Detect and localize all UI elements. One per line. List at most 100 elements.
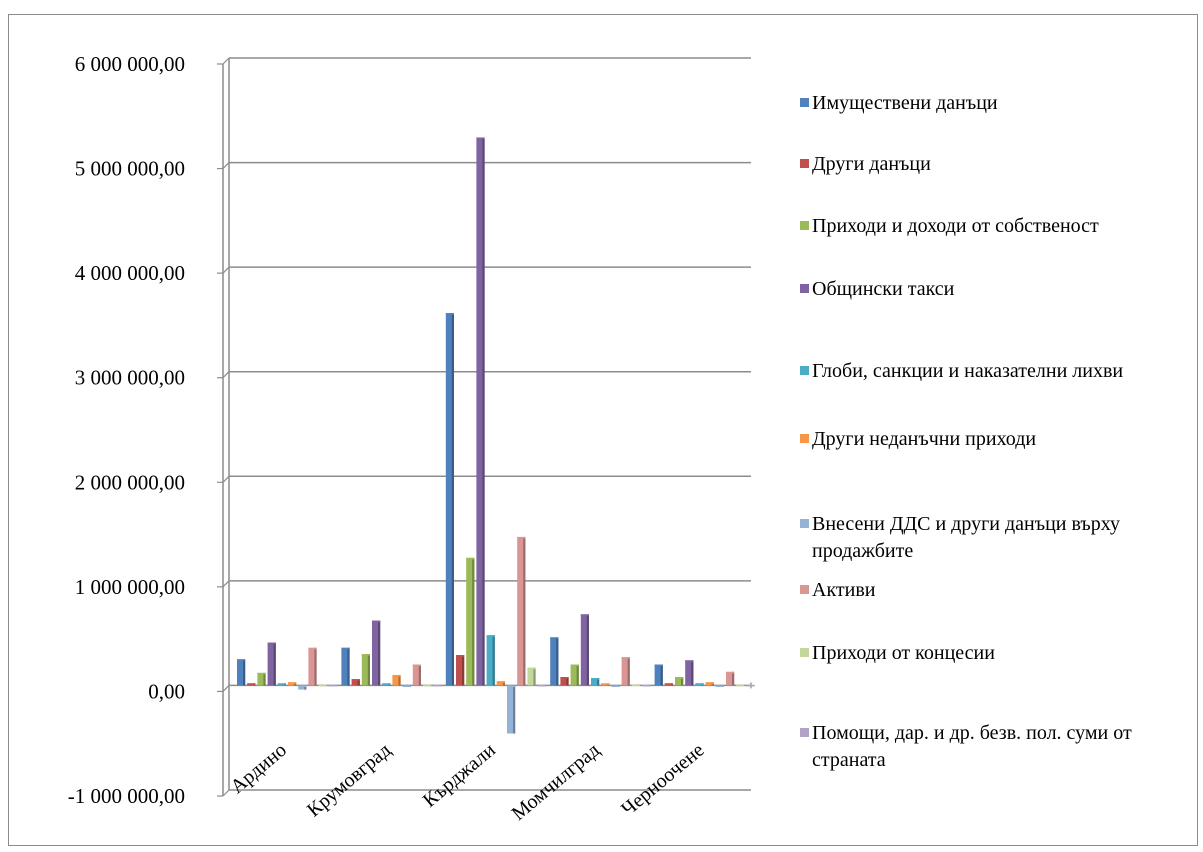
bar xyxy=(517,536,526,686)
legend-item: Активи xyxy=(800,577,1182,604)
bar xyxy=(715,685,724,688)
x-category-label: Момчилград xyxy=(508,739,605,825)
bar xyxy=(402,685,411,688)
bar xyxy=(664,683,673,686)
chart-frame xyxy=(8,14,1198,846)
y-tick-label: 2 000 000,00 xyxy=(75,470,185,494)
legend-label: Активи xyxy=(812,579,876,601)
bar xyxy=(654,664,663,686)
bar xyxy=(298,685,307,690)
bar xyxy=(496,681,505,686)
bar xyxy=(267,642,276,686)
y-axis-tick-labels: 6 000 000,00 5 000 000,00 4 000 000,00 3 00… xyxy=(68,52,185,808)
bar xyxy=(476,137,485,686)
legend-label: Приходи от концесии xyxy=(812,642,995,664)
legend-item: Имуществени данъци xyxy=(800,90,1182,117)
bar xyxy=(570,664,579,686)
gridlines xyxy=(222,57,751,797)
gridline-depth xyxy=(222,789,230,797)
legend-swatch xyxy=(800,648,809,657)
bar xyxy=(277,683,286,686)
bar xyxy=(675,677,684,686)
bar xyxy=(642,684,651,687)
gridline-depth xyxy=(222,580,230,588)
legend-item: Други неданъчни приходи xyxy=(800,426,1182,453)
legend-label: Други неданъчни приходи xyxy=(812,428,1037,450)
legend-swatch xyxy=(800,434,809,443)
y-tick-label: 1 000 000,00 xyxy=(75,575,185,599)
gridline-depth xyxy=(222,685,230,692)
gridline-depth xyxy=(222,475,230,483)
bar xyxy=(486,635,495,686)
legend-label: Имуществени данъци xyxy=(812,92,998,114)
legend-item: Общински такси xyxy=(800,276,1182,303)
legend-item: Глоби, санкции и наказателни лихви xyxy=(800,358,1182,385)
bar xyxy=(372,620,381,686)
bar xyxy=(466,557,475,686)
legend-item: Внесени ДДС и други данъци върху продажб… xyxy=(800,511,1182,565)
bar xyxy=(237,659,246,686)
legend-item: Приходи и доходи от собственост xyxy=(800,213,1182,240)
y-tick-label: 0,00 xyxy=(148,679,185,703)
y-tick-label: 4 000 000,00 xyxy=(75,261,185,285)
bar xyxy=(288,682,297,686)
legend-swatch xyxy=(800,221,809,230)
bar xyxy=(247,683,256,686)
bar xyxy=(736,684,745,687)
bars xyxy=(237,137,755,734)
bar xyxy=(527,667,536,686)
y-tick-label: -1 000 000,00 xyxy=(68,784,185,808)
legend-swatch xyxy=(800,366,809,375)
legend-swatch xyxy=(800,98,809,107)
bar xyxy=(308,647,317,686)
x-category-label: Ардино xyxy=(226,739,291,798)
x-axis-category-labels: Ардино Крумовград Кърджали Момчилград Черноо… xyxy=(226,739,708,825)
legend-swatch xyxy=(800,585,809,594)
bar xyxy=(433,684,442,687)
x-category-label: Крумовград xyxy=(303,739,395,822)
bar xyxy=(580,614,589,686)
bar xyxy=(341,647,350,686)
bar xyxy=(423,684,432,687)
legend-item: Други данъци xyxy=(800,151,1182,178)
bar xyxy=(318,684,327,687)
bar xyxy=(412,664,421,686)
gridline-depth xyxy=(222,266,230,274)
bar xyxy=(631,684,640,686)
legend-item: Помощи, дар. и др. безв. пол. суми от ст… xyxy=(800,720,1182,774)
gridline-depth xyxy=(222,57,230,65)
x-category-label: Кърджали xyxy=(419,739,500,812)
bar xyxy=(537,684,546,687)
bar xyxy=(611,685,620,688)
bar xyxy=(445,313,454,686)
legend-item: Приходи от концесии xyxy=(800,640,1182,667)
x-category-label: Черноочене xyxy=(617,739,708,821)
bar xyxy=(685,660,694,686)
bar xyxy=(361,654,370,686)
legend-label: Внесени ДДС и други данъци върху продажб… xyxy=(812,513,1120,562)
legend-swatch xyxy=(800,728,809,737)
legend-label: Помощи, дар. и др. безв. пол. суми от ст… xyxy=(812,722,1132,771)
bar xyxy=(601,683,610,686)
legend-swatch xyxy=(800,159,809,168)
y-tick-label: 3 000 000,00 xyxy=(75,366,185,390)
legend-swatch xyxy=(800,519,809,528)
legend-swatch xyxy=(800,284,809,293)
legend-label: Общински такси xyxy=(812,278,955,300)
gridline-depth xyxy=(222,162,230,169)
y-tick-label: 6 000 000,00 xyxy=(75,52,185,76)
bar xyxy=(456,655,465,686)
bar xyxy=(621,657,630,686)
axes xyxy=(217,58,752,797)
legend-label: Приходи и доходи от собственост xyxy=(812,215,1099,237)
legend-label: Глоби, санкции и наказателни лихви xyxy=(812,360,1124,382)
bar xyxy=(392,674,401,686)
bar xyxy=(257,672,266,686)
y-tick-label: 5 000 000,00 xyxy=(75,157,185,181)
bar xyxy=(351,679,360,686)
bar xyxy=(695,683,704,686)
bar xyxy=(705,682,714,686)
bar xyxy=(550,637,559,686)
bar xyxy=(591,678,600,686)
